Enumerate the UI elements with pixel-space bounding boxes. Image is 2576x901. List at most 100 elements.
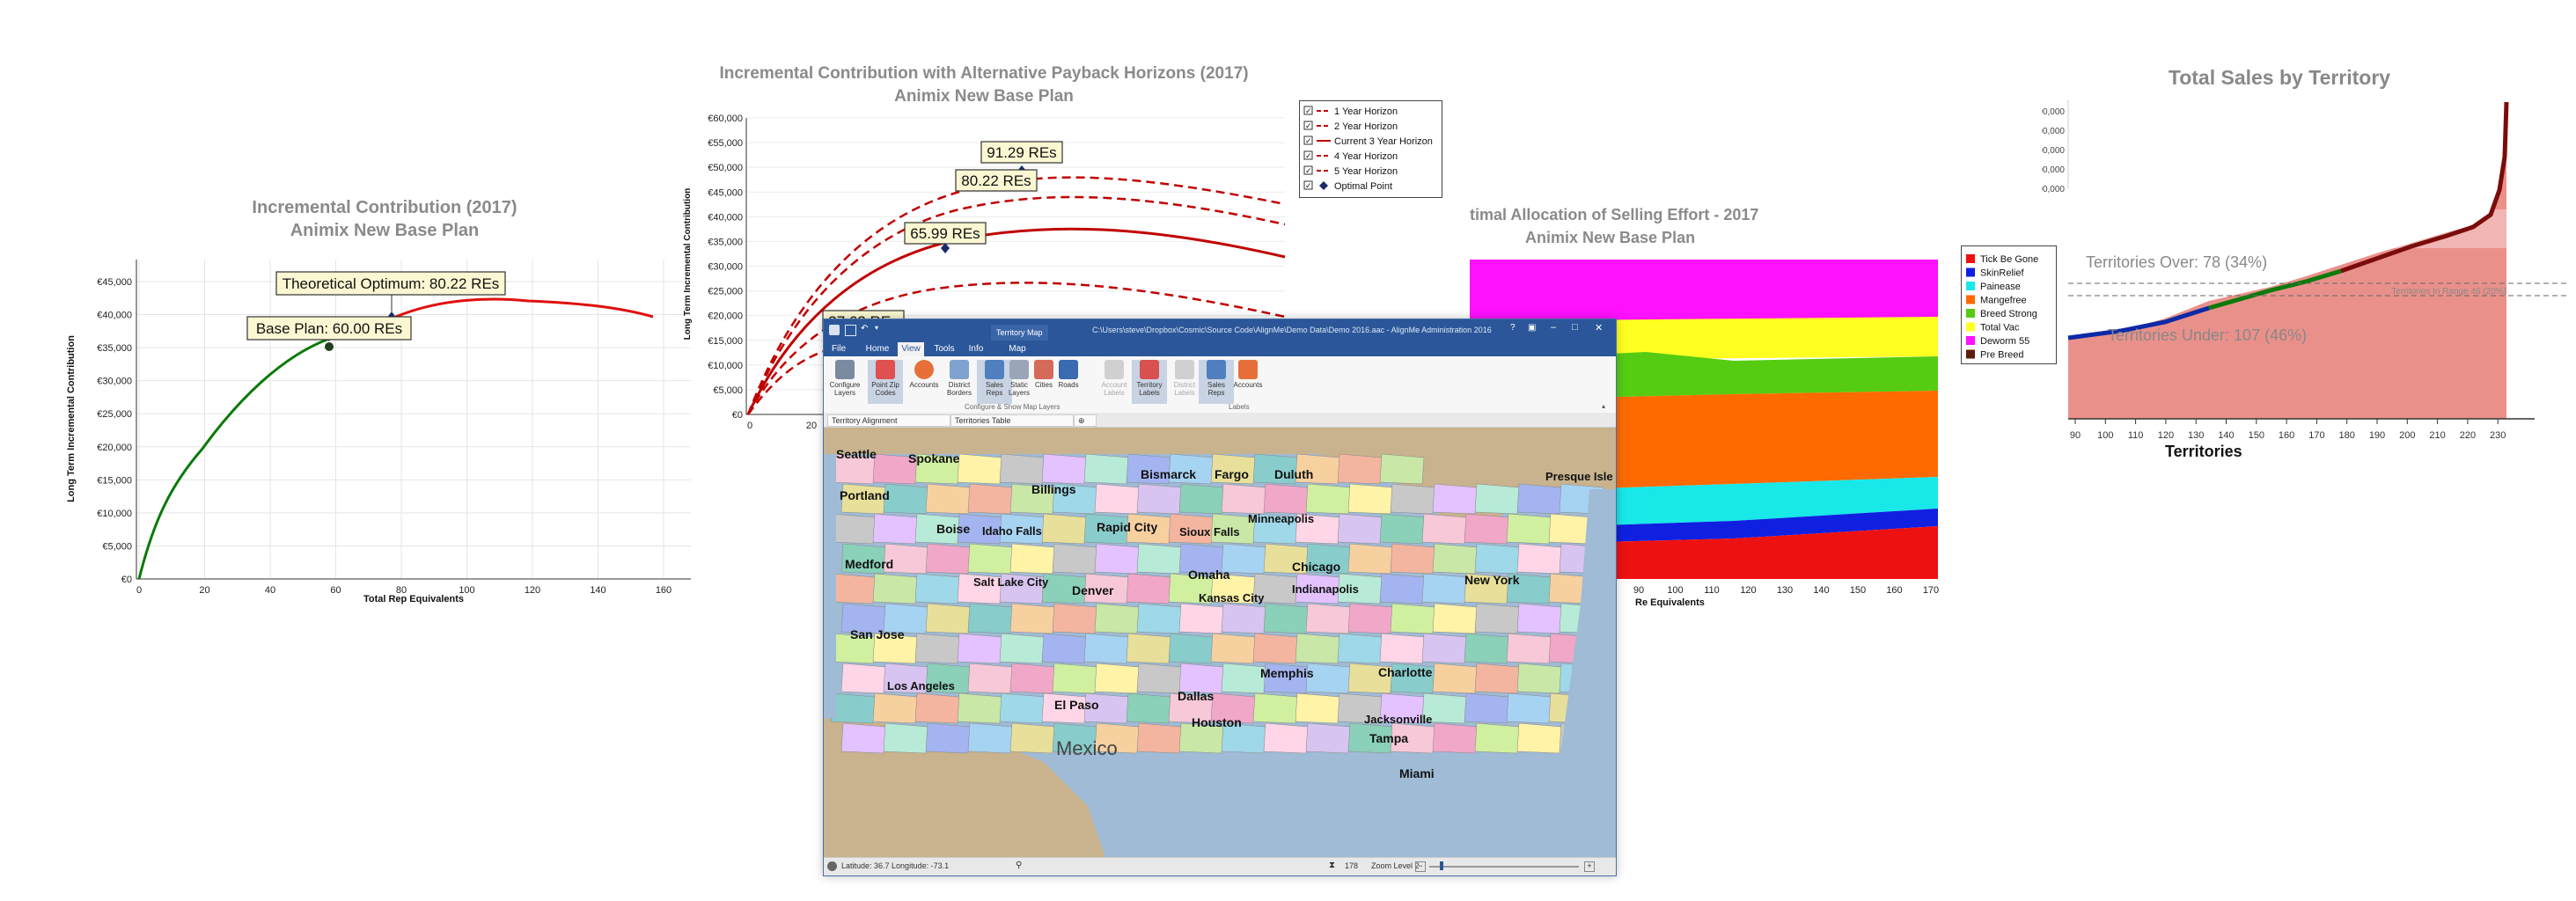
territory-region[interactable] (1432, 483, 1478, 515)
zoom-in-button[interactable]: + (1584, 861, 1595, 872)
territory-region[interactable] (914, 573, 960, 604)
territory-region[interactable] (1126, 573, 1171, 604)
territory-region[interactable] (999, 573, 1045, 604)
territory-region[interactable] (1210, 513, 1256, 545)
territory-region[interactable] (1305, 543, 1351, 575)
territory-region[interactable] (1009, 663, 1055, 694)
territory-region[interactable] (1305, 722, 1351, 754)
territory-region[interactable] (1221, 722, 1266, 754)
territory-region[interactable] (1337, 513, 1383, 545)
territory-region[interactable] (1337, 453, 1383, 485)
territory-region[interactable] (1347, 483, 1393, 515)
territory-region[interactable] (830, 573, 876, 604)
maximize-icon[interactable]: □ (1572, 322, 1578, 333)
territory-region[interactable] (1337, 573, 1383, 604)
tab-tools[interactable]: Tools (934, 344, 955, 354)
territory-region[interactable] (1221, 603, 1266, 634)
territory-region[interactable] (1421, 692, 1467, 724)
minimize-icon[interactable]: – (1551, 322, 1557, 333)
territory-region[interactable] (883, 543, 928, 575)
new-tab-button[interactable]: ⊕ (1074, 414, 1097, 427)
territory-region[interactable] (1009, 543, 1055, 575)
cities-button[interactable]: Cities (1026, 360, 1061, 404)
territory-region[interactable] (914, 692, 960, 724)
territory-region[interactable] (1210, 453, 1256, 485)
territory-region[interactable] (830, 692, 876, 724)
territory-region[interactable] (914, 633, 960, 664)
doc-tab-territories-table[interactable]: Territories Table (950, 414, 1074, 427)
territory-region[interactable] (1263, 543, 1309, 575)
roads-button[interactable]: Roads (1051, 360, 1086, 404)
help-icon[interactable]: ? (1510, 323, 1516, 333)
territory-region[interactable] (1052, 722, 1097, 754)
territory-region[interactable] (1263, 663, 1309, 694)
territory-region[interactable] (1210, 692, 1256, 724)
territory-region[interactable] (957, 453, 1002, 485)
territory-region[interactable] (883, 663, 928, 694)
legend-checkbox[interactable] (1303, 121, 1313, 130)
territory-region[interactable] (883, 722, 928, 754)
territory-region[interactable] (1337, 692, 1383, 724)
territory-region[interactable] (1379, 573, 1425, 604)
legend-checkbox[interactable] (1303, 165, 1313, 175)
territory-region[interactable] (872, 633, 918, 664)
territory-region[interactable] (999, 692, 1045, 724)
territory-region[interactable] (1009, 722, 1055, 754)
territory-region[interactable] (1094, 722, 1140, 754)
static-layers-button[interactable]: Static Layers (1002, 360, 1037, 404)
territory-region[interactable] (957, 513, 1002, 545)
territory-region[interactable] (1295, 453, 1340, 485)
territory-region[interactable] (1009, 603, 1055, 634)
territory-region[interactable] (1009, 483, 1055, 515)
territory-region[interactable] (830, 513, 876, 545)
territory-region[interactable] (1210, 573, 1256, 604)
territory-region[interactable] (925, 543, 971, 575)
territory-region[interactable] (1390, 603, 1435, 634)
territory-region[interactable] (1506, 692, 1552, 724)
territory-region[interactable] (1516, 603, 1562, 634)
territory-region[interactable] (999, 633, 1045, 664)
territory-region[interactable] (1516, 543, 1562, 575)
territory-region[interactable] (925, 483, 971, 515)
close-icon[interactable]: ✕ (1595, 323, 1604, 333)
territory-region[interactable] (1474, 603, 1520, 634)
territory-region[interactable] (1263, 483, 1309, 515)
territory-region[interactable] (1168, 692, 1214, 724)
territory-region[interactable] (1464, 633, 1509, 664)
territory-region[interactable] (1052, 603, 1097, 634)
territory-region[interactable] (1390, 722, 1435, 754)
territory-region[interactable] (1432, 722, 1478, 754)
territory-region[interactable] (1126, 633, 1171, 664)
territory-region[interactable] (1305, 603, 1351, 634)
territory-region[interactable] (1052, 483, 1097, 515)
ribbon-display-icon[interactable]: ▣ (1528, 323, 1537, 333)
territory-region[interactable] (1221, 543, 1266, 575)
territory-region[interactable] (1390, 543, 1435, 575)
territory-region[interactable] (967, 483, 1013, 515)
territory-region[interactable] (1178, 543, 1224, 575)
territory-region[interactable] (1094, 663, 1140, 694)
territory-region[interactable] (840, 603, 886, 634)
territory-region[interactable] (1506, 633, 1552, 664)
sales-reps-layer-button[interactable]: Sales Reps (977, 360, 1012, 404)
territory-region[interactable] (1390, 483, 1435, 515)
territory-region[interactable] (1347, 543, 1393, 575)
save-icon[interactable] (845, 325, 856, 336)
territory-region[interactable] (1252, 633, 1298, 664)
legend-checkbox[interactable] (1303, 136, 1313, 145)
territory-region[interactable] (883, 483, 928, 515)
territory-region[interactable] (840, 722, 886, 754)
territory-region[interactable] (1474, 483, 1520, 515)
territory-region[interactable] (914, 453, 960, 485)
legend-checkbox[interactable] (1303, 106, 1313, 115)
territory-region[interactable] (1379, 692, 1425, 724)
territory-region[interactable] (1136, 663, 1182, 694)
territory-region[interactable] (1041, 513, 1087, 545)
territory-region[interactable] (1390, 663, 1435, 694)
territory-region[interactable] (925, 603, 971, 634)
territory-region[interactable] (1136, 483, 1182, 515)
territory-region[interactable] (883, 603, 928, 634)
territory-region[interactable] (1210, 633, 1256, 664)
territory-region[interactable] (1474, 543, 1520, 575)
territory-region[interactable] (1126, 513, 1171, 545)
